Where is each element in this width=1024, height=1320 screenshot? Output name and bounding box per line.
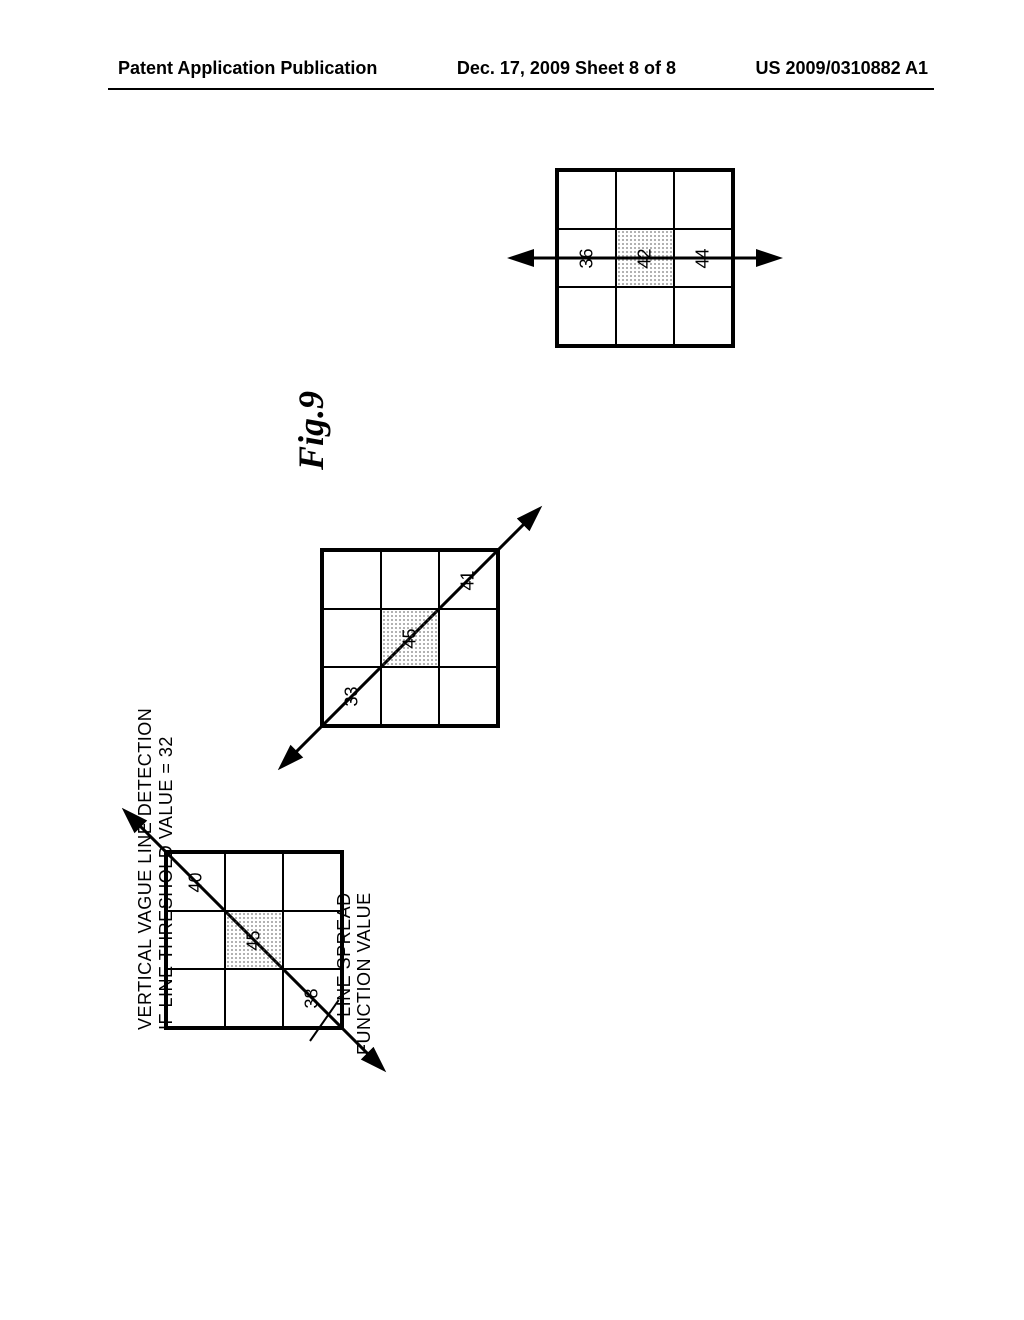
grid-3-r2c2-val: 42 xyxy=(635,248,656,268)
grid-3-r2c2: 42 xyxy=(616,229,674,287)
grid-3-r2c3-val: 44 xyxy=(693,248,714,268)
grid-3-r2c3: 44 xyxy=(674,229,732,287)
grid-1-r2c1 xyxy=(167,911,225,969)
grid-1-r2c3 xyxy=(283,911,341,969)
grid-2: 41 45 33 xyxy=(320,548,500,728)
grid-3-r3c1 xyxy=(558,287,616,345)
lsf-label-line-1: LINE SPREAD xyxy=(335,892,355,1055)
grid-3-r2c1-val: 36 xyxy=(577,248,598,268)
grid-1-r3c1 xyxy=(167,969,225,1027)
grid-1-r2c2: 45 xyxy=(225,911,283,969)
grid-2-r3c3 xyxy=(439,667,497,725)
grid-1-r3c3-val: 38 xyxy=(302,988,323,1008)
lsf-label-line-2: FUNCTION VALUE xyxy=(355,892,375,1055)
grid-2-r3c1-val: 33 xyxy=(342,686,363,706)
grid-2-r1c2 xyxy=(381,551,439,609)
grid-1-container: 40 45 38 xyxy=(164,850,344,1030)
grid-2-r1c1 xyxy=(323,551,381,609)
figure-label: Fig.9 xyxy=(290,391,332,470)
grid-1-r1c1-val: 40 xyxy=(186,872,207,892)
grid-2-r2c2-val: 45 xyxy=(400,628,421,648)
grid-1-r1c2 xyxy=(225,853,283,911)
grid-1-r1c3 xyxy=(283,853,341,911)
header-left: Patent Application Publication xyxy=(118,58,377,79)
grid-1-r3c2 xyxy=(225,969,283,1027)
grid-3-r2c1: 36 xyxy=(558,229,616,287)
header-center: Dec. 17, 2009 Sheet 8 of 8 xyxy=(457,58,676,79)
grid-2-r1c3: 41 xyxy=(439,551,497,609)
header-right: US 2009/0310882 A1 xyxy=(756,58,928,79)
caption-line-1: VERTICAL VAGUE LINE DETECTION xyxy=(135,708,155,1030)
grid-3-r1c3 xyxy=(674,171,732,229)
grid-3: 36 42 44 xyxy=(555,168,735,348)
grid-2-r2c1 xyxy=(323,609,381,667)
grid-3-r1c1 xyxy=(558,171,616,229)
grid-2-container: 41 45 33 xyxy=(320,548,500,728)
grid-1-r1c1: 40 xyxy=(167,853,225,911)
grid-1-r3c3: 38 xyxy=(283,969,341,1027)
grid-1: 40 45 38 xyxy=(164,850,344,1030)
grid-3-r3c3 xyxy=(674,287,732,345)
grid-3-container: 36 42 44 xyxy=(555,168,735,348)
grid-2-r3c2 xyxy=(381,667,439,725)
lsf-label: LINE SPREAD FUNCTION VALUE xyxy=(335,892,375,1055)
grid-2-r1c3-val: 41 xyxy=(458,570,479,590)
grid-1-r2c2-val: 45 xyxy=(244,930,265,950)
grid-2-r3c1: 33 xyxy=(323,667,381,725)
grid-2-r2c3 xyxy=(439,609,497,667)
header-rule xyxy=(108,88,934,90)
grid-3-r1c2 xyxy=(616,171,674,229)
grid-2-r2c2: 45 xyxy=(381,609,439,667)
grid-3-r3c2 xyxy=(616,287,674,345)
